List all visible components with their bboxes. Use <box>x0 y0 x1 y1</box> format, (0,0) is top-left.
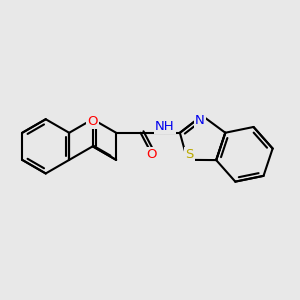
Text: N: N <box>195 114 205 128</box>
Text: O: O <box>146 148 157 161</box>
Text: S: S <box>185 148 194 161</box>
Text: O: O <box>87 113 98 126</box>
Text: NH: NH <box>155 119 175 133</box>
Text: O: O <box>87 115 98 128</box>
